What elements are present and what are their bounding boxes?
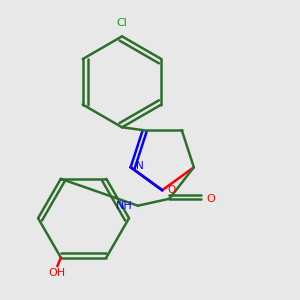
Text: Cl: Cl [117,18,128,28]
Text: O: O [167,185,176,195]
Text: OH: OH [49,268,66,278]
Text: NH: NH [116,201,133,211]
Text: O: O [206,194,215,204]
Text: N: N [136,160,144,170]
